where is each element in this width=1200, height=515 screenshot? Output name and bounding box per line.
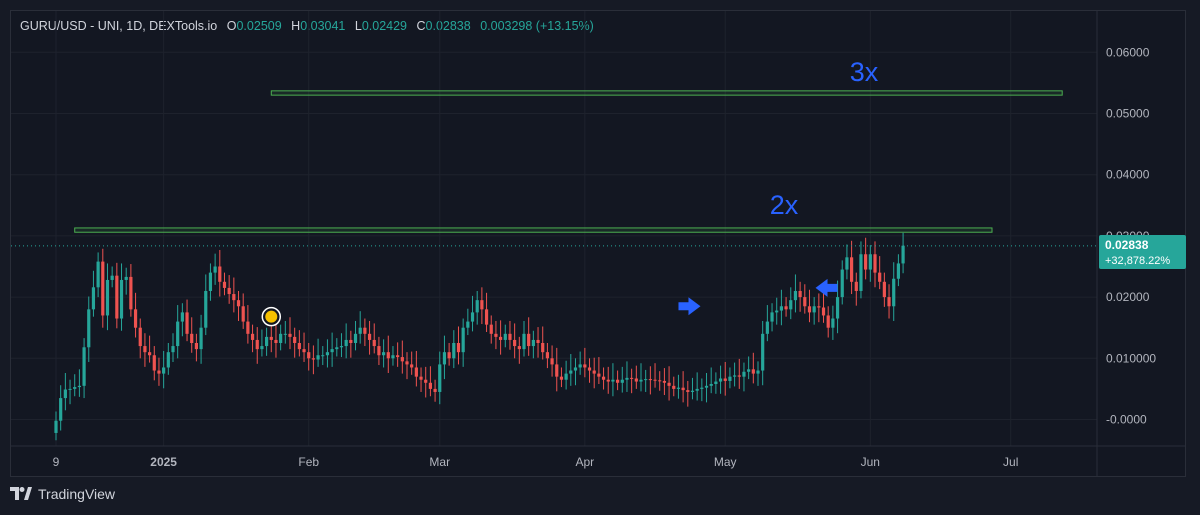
close-value: 0.02838 (425, 19, 471, 33)
brand-footer[interactable]: TradingView (10, 486, 115, 502)
open-value: 0.02509 (236, 19, 282, 33)
low-value: 0.02429 (361, 19, 407, 33)
chart-pane[interactable] (10, 10, 1186, 477)
symbol-legend: GURU/USD - UNI, 1D, DEXTools.io O0.02509… (20, 19, 594, 33)
symbol-name[interactable]: GURU/USD - UNI, 1D, DEXTools.io (20, 19, 218, 33)
high-value: 0.03041 (300, 19, 346, 33)
tradingview-logo-icon (10, 487, 32, 501)
brand-name: TradingView (38, 486, 116, 502)
change-value: 0.003298 (+13.15%) (480, 19, 594, 33)
open-label: O (226, 19, 237, 33)
low-label: L (354, 19, 362, 33)
close-label: C (416, 19, 426, 33)
high-label: H (291, 19, 301, 33)
